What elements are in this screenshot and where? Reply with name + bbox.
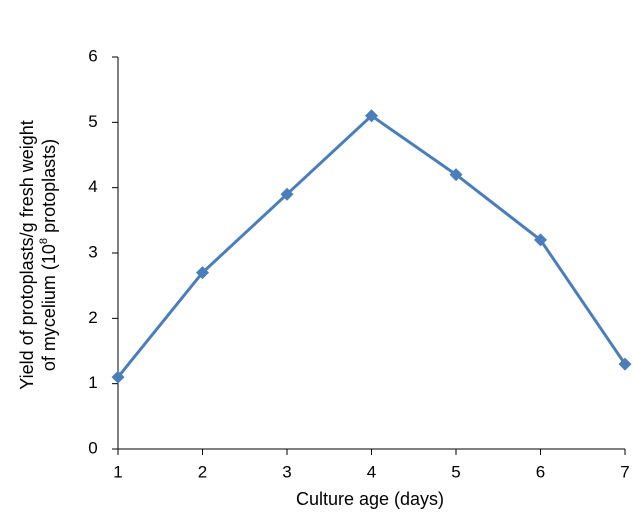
x-tick-label: 6	[536, 462, 545, 481]
x-tick-label: 5	[451, 462, 460, 481]
y-tick-label: 6	[88, 46, 97, 65]
data-point-marker	[534, 233, 547, 247]
y-axis-title-line1: Yield of protoplasts/g fresh weight	[17, 120, 37, 389]
data-point-marker	[618, 357, 632, 371]
y-tick-label: 0	[88, 438, 97, 457]
data-point-marker	[280, 187, 294, 201]
y-tick-label: 3	[88, 242, 97, 261]
x-axis-ticks: 1 2 3 4 5 6 7	[113, 449, 630, 481]
y-tick-label: 5	[88, 112, 97, 131]
data-point-marker	[365, 109, 378, 123]
series-line	[116, 114, 627, 379]
x-tick-label: 1	[113, 462, 122, 481]
x-tick-label: 2	[198, 462, 207, 481]
x-tick-label: 4	[367, 462, 376, 481]
x-axis-title: Culture age (days)	[296, 489, 444, 509]
y-tick-label: 2	[88, 308, 97, 327]
y-axis-title: Yield of protoplasts/g fresh weight of m…	[17, 120, 59, 389]
data-point-marker	[111, 370, 125, 384]
y-axis-title-suffix: protoplasts)	[39, 139, 59, 238]
x-tick-label: 3	[282, 462, 291, 481]
y-axis-title-line2: of mycelium (108 protoplasts)	[38, 139, 59, 371]
y-axis-ticks: 0 1 2 3 4 5 6	[88, 46, 118, 457]
y-tick-label: 1	[88, 373, 97, 392]
x-tick-label: 7	[620, 462, 629, 481]
y-axis-title-superscript: 8	[38, 238, 50, 244]
data-point-marker	[449, 168, 463, 182]
y-tick-label: 4	[88, 177, 97, 196]
y-axis-title-prefix: of mycelium (10	[39, 244, 59, 371]
data-point-marker	[196, 266, 209, 280]
series-layer	[111, 109, 632, 384]
